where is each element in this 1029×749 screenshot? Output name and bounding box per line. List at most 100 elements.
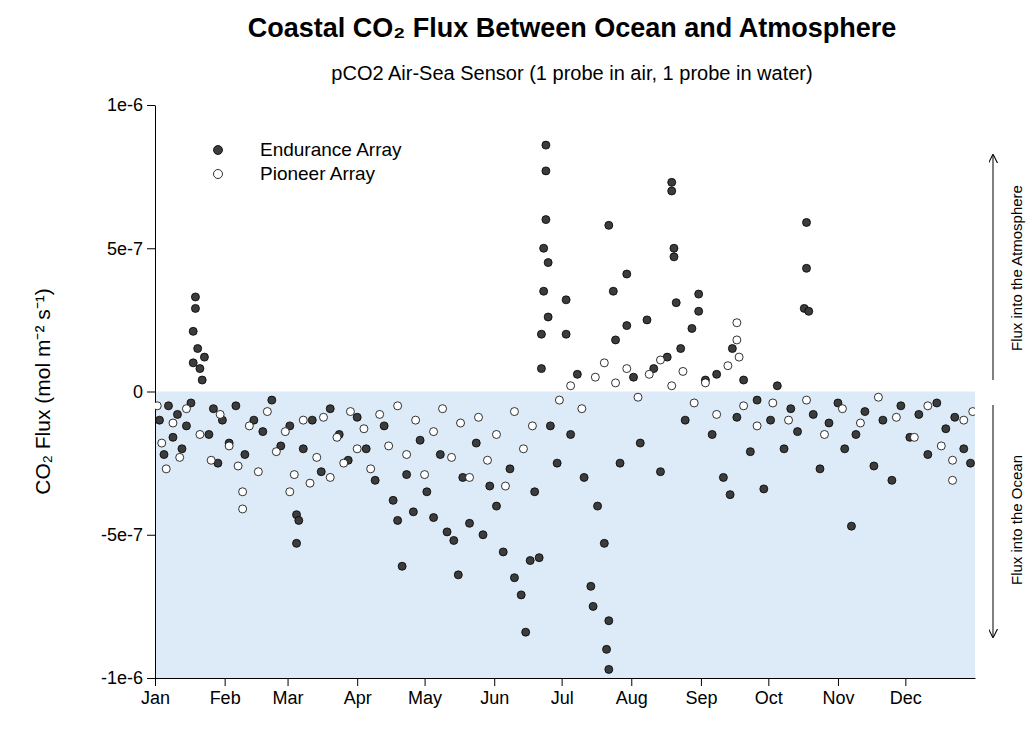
y-axis-title: CO₂ Flux (mol m⁻² s⁻¹) xyxy=(31,288,54,494)
data-point xyxy=(924,451,932,459)
data-point xyxy=(416,436,424,444)
data-point xyxy=(191,293,199,301)
data-point xyxy=(299,416,307,424)
data-point xyxy=(483,456,491,464)
data-point xyxy=(293,539,301,547)
y-tick: -1e-6 xyxy=(101,668,155,688)
x-tick-mark xyxy=(225,678,226,686)
data-point xyxy=(591,373,599,381)
x-tick-label: Nov xyxy=(822,688,854,708)
data-point xyxy=(724,362,732,370)
data-point xyxy=(803,396,811,404)
arrow-up xyxy=(993,155,994,380)
data-point xyxy=(643,316,651,324)
data-point xyxy=(155,416,163,424)
data-point xyxy=(268,396,276,404)
data-point xyxy=(847,522,855,530)
data-point xyxy=(535,554,543,562)
data-point xyxy=(542,167,550,175)
data-point xyxy=(412,416,420,424)
data-point xyxy=(600,539,608,547)
arrow-down xyxy=(993,405,994,637)
annotation: Flux into the Atmosphere xyxy=(1008,185,1025,351)
data-point xyxy=(398,562,406,570)
data-point xyxy=(519,445,527,453)
data-point xyxy=(436,451,444,459)
data-point xyxy=(155,402,161,410)
data-point xyxy=(603,645,611,653)
data-point xyxy=(681,416,689,424)
data-point xyxy=(719,473,727,481)
data-point xyxy=(466,473,474,481)
data-point xyxy=(290,471,298,479)
legend-label: Pioneer Array xyxy=(260,163,376,184)
y-tick-label: 0 xyxy=(133,382,143,402)
data-point xyxy=(690,399,698,407)
x-tick: Apr xyxy=(344,678,372,708)
data-point xyxy=(189,359,197,367)
data-point xyxy=(448,453,456,461)
data-point xyxy=(430,514,438,522)
data-point xyxy=(403,451,411,459)
data-point xyxy=(656,356,664,364)
data-point xyxy=(380,422,388,430)
data-point xyxy=(216,410,224,418)
data-point xyxy=(670,244,678,252)
data-point xyxy=(281,428,289,436)
data-point xyxy=(394,402,402,410)
data-point xyxy=(816,465,824,473)
legend-label: Endurance Array xyxy=(260,139,402,160)
data-point xyxy=(609,287,617,295)
data-point xyxy=(389,496,397,504)
data-point xyxy=(794,428,802,436)
data-point xyxy=(430,428,438,436)
x-tick-label: Mar xyxy=(273,688,304,708)
data-point xyxy=(182,405,190,413)
legend-marker xyxy=(214,146,223,155)
data-point xyxy=(245,422,253,430)
data-point xyxy=(668,382,676,390)
data-point xyxy=(949,476,957,484)
data-point xyxy=(773,382,781,390)
data-point xyxy=(573,370,581,378)
data-point xyxy=(209,405,217,413)
data-point xyxy=(196,430,204,438)
data-point xyxy=(169,433,177,441)
data-point xyxy=(295,516,303,524)
data-point xyxy=(362,445,370,453)
data-point xyxy=(353,413,361,421)
data-point xyxy=(510,574,518,582)
data-point xyxy=(688,324,696,332)
data-point xyxy=(475,413,483,421)
data-point xyxy=(679,367,687,375)
data-point xyxy=(254,468,262,476)
data-point xyxy=(910,433,918,441)
data-point xyxy=(733,336,741,344)
data-point xyxy=(645,370,653,378)
data-point xyxy=(949,456,957,464)
y-tick: -5e-7 xyxy=(101,525,155,545)
data-point xyxy=(733,413,741,421)
data-point xyxy=(870,462,878,470)
data-point xyxy=(479,531,487,539)
data-point xyxy=(937,442,945,450)
data-point xyxy=(695,290,703,298)
data-point xyxy=(825,419,833,427)
data-point xyxy=(178,445,186,453)
data-point xyxy=(176,453,184,461)
data-point xyxy=(861,408,869,416)
data-point xyxy=(394,516,402,524)
data-point xyxy=(567,430,575,438)
data-point xyxy=(544,259,552,267)
data-point xyxy=(726,491,734,499)
data-point xyxy=(612,379,620,387)
data-point xyxy=(158,439,166,447)
data-point xyxy=(805,307,813,315)
legend: Endurance Array Pioneer Array xyxy=(214,139,403,184)
data-point xyxy=(605,617,613,625)
data-point xyxy=(443,528,451,536)
x-tick: Aug xyxy=(616,678,648,708)
x-tick: Mar xyxy=(273,678,304,708)
data-point xyxy=(820,430,828,438)
data-point xyxy=(346,408,354,416)
